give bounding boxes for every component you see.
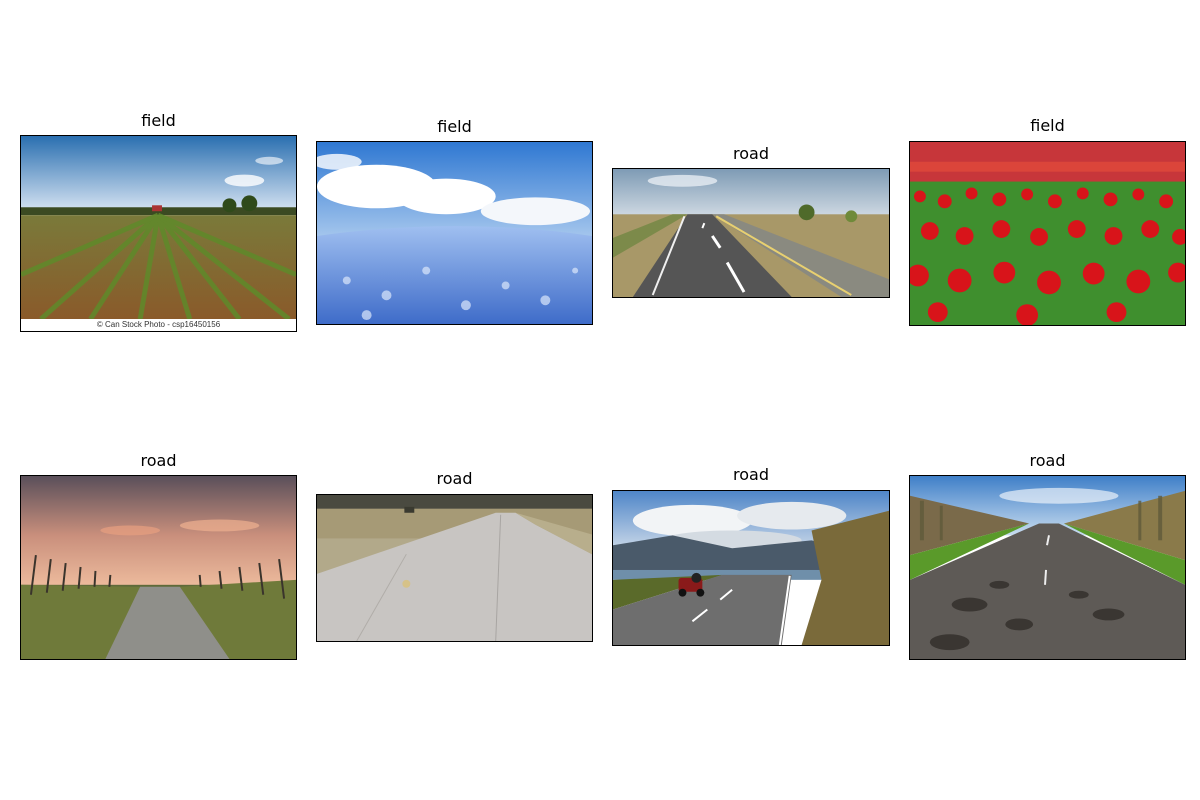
- road-sunset-path-picture: [21, 476, 296, 659]
- road-concrete-picture: [317, 495, 592, 641]
- field-blue-flowers-image: [316, 141, 593, 325]
- panel-title: road: [1029, 451, 1066, 470]
- road-motorcycle-image: [612, 490, 890, 646]
- panel-title: road: [733, 144, 769, 163]
- panel-title: road: [733, 465, 769, 484]
- road-potholes-image: [909, 475, 1186, 660]
- panel-title: road: [436, 469, 473, 488]
- panel-title: field: [141, 111, 176, 130]
- road-highway-image: [612, 168, 890, 298]
- field-red-tulips-picture: [910, 142, 1185, 325]
- field-blue-flowers-picture: [317, 142, 592, 324]
- panel-title: road: [140, 451, 177, 470]
- road-sunset-path-image: [20, 475, 297, 660]
- field-red-tulips-image: [909, 141, 1186, 326]
- road-motorcycle-picture: [613, 491, 889, 645]
- field-crop-rows-picture: [21, 136, 296, 322]
- road-concrete-image: [316, 494, 593, 642]
- panel-title: field: [1030, 116, 1065, 135]
- watermark-text: © Can Stock Photo - csp16450156: [21, 319, 296, 331]
- panel-title: field: [437, 117, 472, 136]
- road-potholes-picture: [910, 476, 1185, 659]
- field-crop-rows-image: © Can Stock Photo - csp16450156: [20, 135, 297, 332]
- road-highway-picture: [613, 169, 889, 297]
